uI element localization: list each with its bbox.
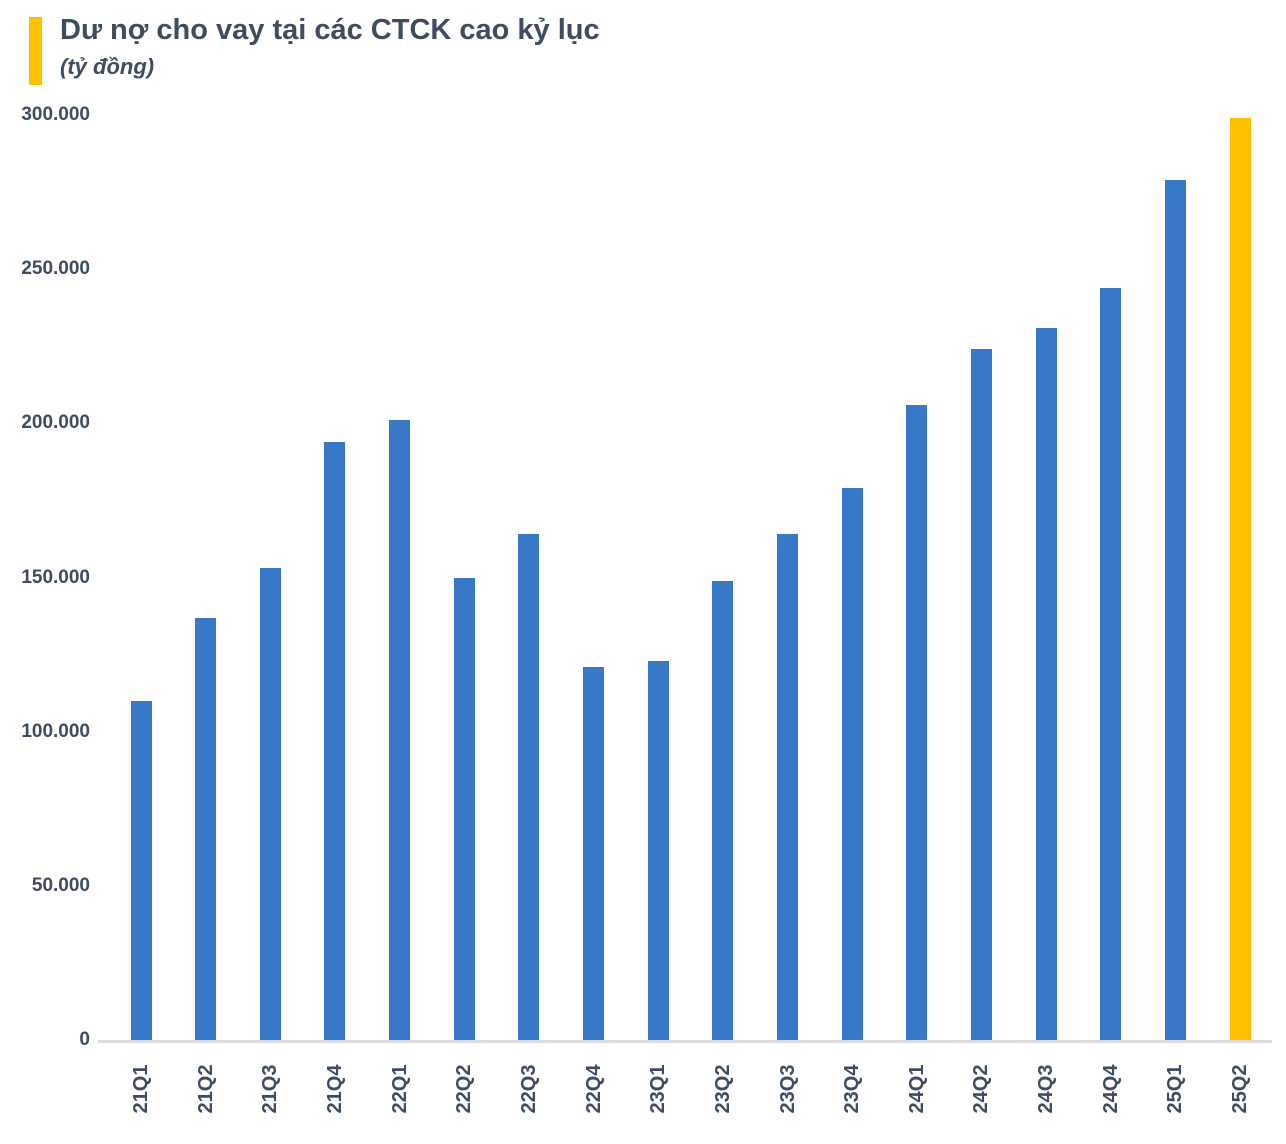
x-label-21Q4: 21Q4	[323, 1064, 346, 1114]
y-tick-label-250000: 250.000	[21, 258, 90, 280]
bar-24Q4	[1100, 287, 1122, 1040]
bar-23Q4	[841, 488, 863, 1040]
bar-24Q2	[970, 349, 992, 1040]
bar-22Q3	[518, 534, 540, 1040]
bar-22Q1	[389, 420, 411, 1040]
x-label-21Q3: 21Q3	[259, 1064, 282, 1114]
x-label-24Q2: 24Q2	[970, 1064, 993, 1114]
bar-23Q3	[777, 534, 798, 1040]
bar-21Q1	[130, 700, 152, 1040]
title-accent-bar	[29, 17, 42, 85]
x-label-21Q2: 21Q2	[194, 1064, 217, 1114]
x-label-22Q3: 22Q3	[517, 1064, 540, 1114]
x-label-21Q1: 21Q1	[130, 1064, 152, 1114]
x-label-23Q4: 23Q4	[841, 1064, 864, 1114]
x-label-25Q2: 25Q2	[1229, 1064, 1252, 1114]
y-tick-label-0: 0	[79, 1029, 90, 1050]
chart-title: Dư nợ cho vay tại các CTCK cao kỷ lục	[60, 14, 600, 46]
x-label-23Q2: 23Q2	[711, 1064, 734, 1114]
bar-21Q2	[195, 617, 217, 1040]
y-tick-label-150000: 150.000	[21, 566, 90, 588]
bar-22Q4	[583, 666, 605, 1040]
x-label-23Q3: 23Q3	[776, 1064, 799, 1114]
bar-22Q2	[453, 577, 475, 1040]
x-label-24Q3: 24Q3	[1035, 1064, 1058, 1114]
x-label-25Q1: 25Q1	[1164, 1064, 1187, 1114]
bar-25Q2	[1229, 118, 1251, 1040]
bar-21Q4	[324, 441, 346, 1040]
chart-subtitle-unit: (tỷ đồng)	[60, 54, 155, 79]
x-axis-line	[98, 1040, 1272, 1043]
bar-24Q3	[1035, 327, 1057, 1040]
y-tick-label-50000: 50.000	[31, 874, 90, 896]
x-label-22Q2: 22Q2	[453, 1064, 476, 1114]
bar-23Q2	[712, 580, 734, 1040]
x-label-22Q1: 22Q1	[388, 1064, 411, 1114]
x-label-24Q4: 24Q4	[1099, 1064, 1122, 1114]
bar-24Q1	[906, 404, 928, 1040]
bar-25Q1	[1164, 179, 1186, 1040]
x-label-23Q1: 23Q1	[647, 1064, 670, 1114]
y-tick-label-300000: 300.000	[21, 104, 90, 125]
bar-21Q3	[259, 568, 281, 1040]
y-tick-label-200000: 200.000	[21, 412, 90, 434]
x-label-22Q4: 22Q4	[582, 1064, 605, 1114]
y-tick-label-100000: 100.000	[21, 720, 90, 742]
bar-23Q1	[647, 660, 669, 1040]
x-label-24Q1: 24Q1	[905, 1064, 928, 1114]
